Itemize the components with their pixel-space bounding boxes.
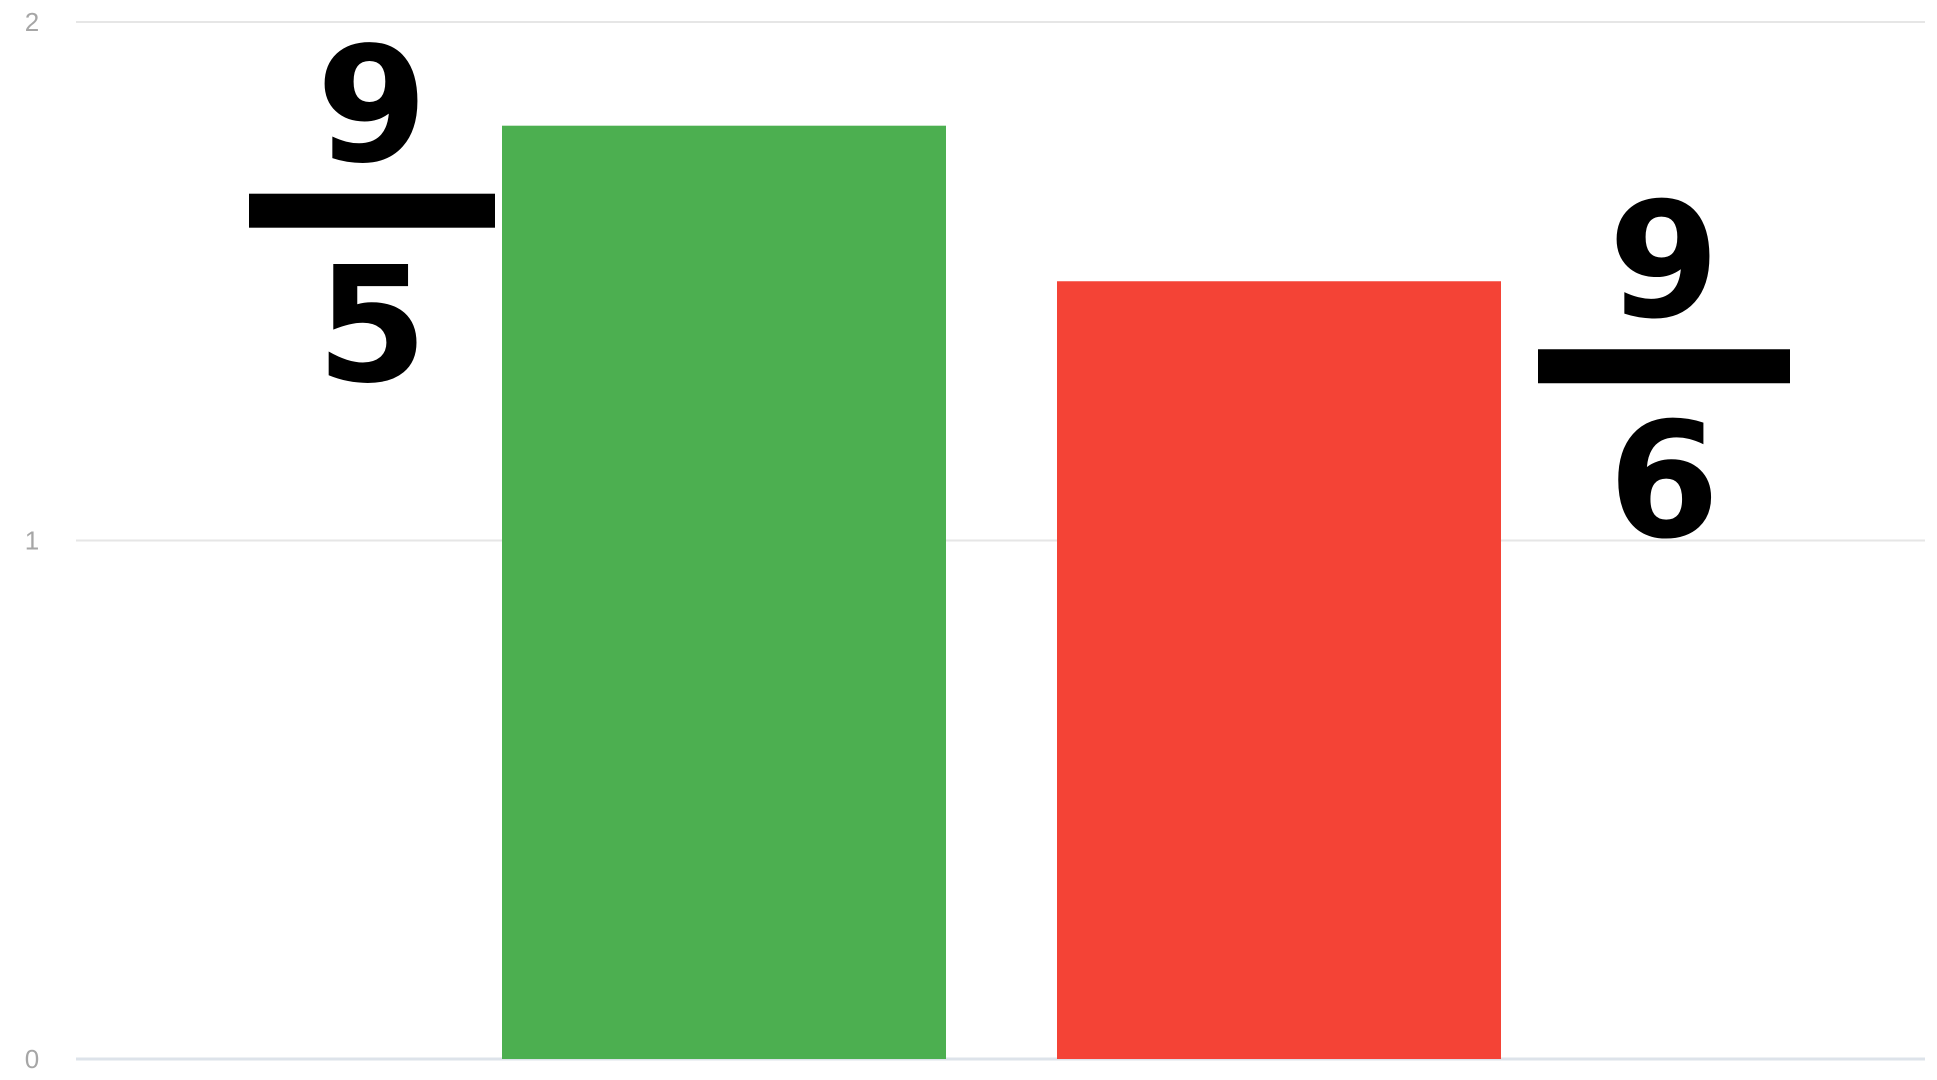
y-tick-label: 1	[25, 526, 39, 556]
fraction-denominator: 5	[316, 232, 427, 419]
fraction-label-1: 95	[249, 12, 495, 419]
bar-layer	[502, 125, 1501, 1059]
fraction-numerator: 9	[316, 12, 427, 199]
bar-1	[502, 125, 946, 1059]
grid-layer: 0 1 2	[25, 7, 1925, 1074]
fraction-denominator: 6	[1608, 387, 1719, 574]
label-layer: 95 96	[249, 12, 1790, 574]
fraction-numerator: 9	[1608, 167, 1719, 354]
y-tick-label: 0	[25, 1044, 39, 1074]
fraction-bar	[1538, 349, 1790, 384]
fraction-label-2: 96	[1538, 167, 1790, 574]
y-tick-label: 2	[25, 7, 39, 37]
fraction-bar	[249, 193, 495, 228]
bar-2	[1057, 281, 1501, 1059]
